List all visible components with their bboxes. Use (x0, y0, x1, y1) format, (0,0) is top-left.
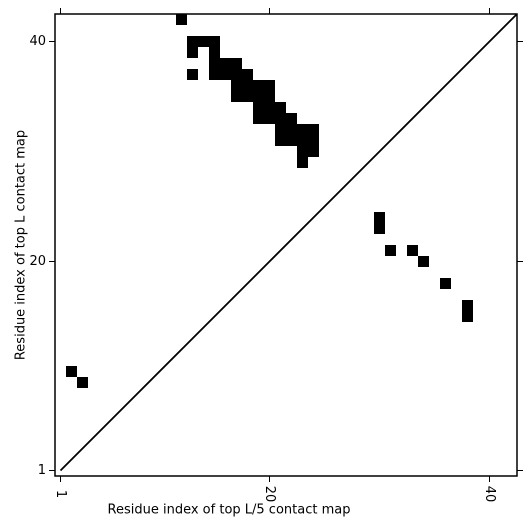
contact-cell (231, 80, 242, 91)
contact-cell (440, 278, 451, 289)
contact-cell (275, 113, 286, 124)
contact-cell (209, 36, 220, 47)
contact-cell (231, 58, 242, 69)
x-tick-label: 20 (262, 486, 277, 503)
contact-cell (209, 47, 220, 58)
contact-cell (297, 157, 308, 168)
contact-cell (220, 69, 231, 80)
contact-cell (187, 69, 198, 80)
contact-cell (308, 135, 319, 146)
contact-cell (209, 58, 220, 69)
contact-cell (264, 102, 275, 113)
contact-cell (253, 80, 264, 91)
contact-cell (242, 80, 253, 91)
contact-cell (264, 113, 275, 124)
contact-cell (242, 69, 253, 80)
contact-cell (286, 135, 297, 146)
plot-frame (54, 13, 518, 477)
contact-cell (253, 91, 264, 102)
contact-cell (275, 102, 286, 113)
contact-cell (308, 146, 319, 157)
contact-cell (275, 124, 286, 135)
x-tick-label: 1 (53, 490, 68, 498)
contact-cell (374, 212, 385, 223)
contact-cell (264, 80, 275, 91)
contact-cell (198, 36, 209, 47)
y-tick-label: 40 (29, 34, 46, 49)
diagonal-line (59, 13, 518, 472)
contact-cell (253, 102, 264, 113)
contact-cell (462, 300, 473, 311)
contact-cell (187, 36, 198, 47)
contact-cell (385, 245, 396, 256)
contact-cell (242, 91, 253, 102)
y-axis-label: Residue index of top L contact map (14, 130, 29, 360)
contact-cell (286, 113, 297, 124)
contact-cell (407, 245, 418, 256)
contact-cell (231, 69, 242, 80)
contact-cell (220, 58, 231, 69)
contact-cell (253, 113, 264, 124)
contact-cell (297, 135, 308, 146)
contact-cell (275, 135, 286, 146)
contact-cell (374, 223, 385, 234)
contact-cell (77, 377, 88, 388)
contact-cell (418, 256, 429, 267)
y-tick-label: 1 (38, 463, 46, 478)
contact-cell (286, 124, 297, 135)
contact-cell (66, 366, 77, 377)
contact-cell (231, 91, 242, 102)
contact-cell (308, 124, 319, 135)
contact-cell (297, 146, 308, 157)
y-tick-label: 20 (29, 254, 46, 269)
contact-cell (176, 14, 187, 25)
contact-cell (209, 69, 220, 80)
x-tick-label: 40 (482, 486, 497, 503)
contact-cell (187, 47, 198, 58)
contact-cell (297, 124, 308, 135)
contact-cell (264, 91, 275, 102)
contact-cell (462, 311, 473, 322)
x-axis-label: Residue index of top L/5 contact map (108, 503, 351, 518)
